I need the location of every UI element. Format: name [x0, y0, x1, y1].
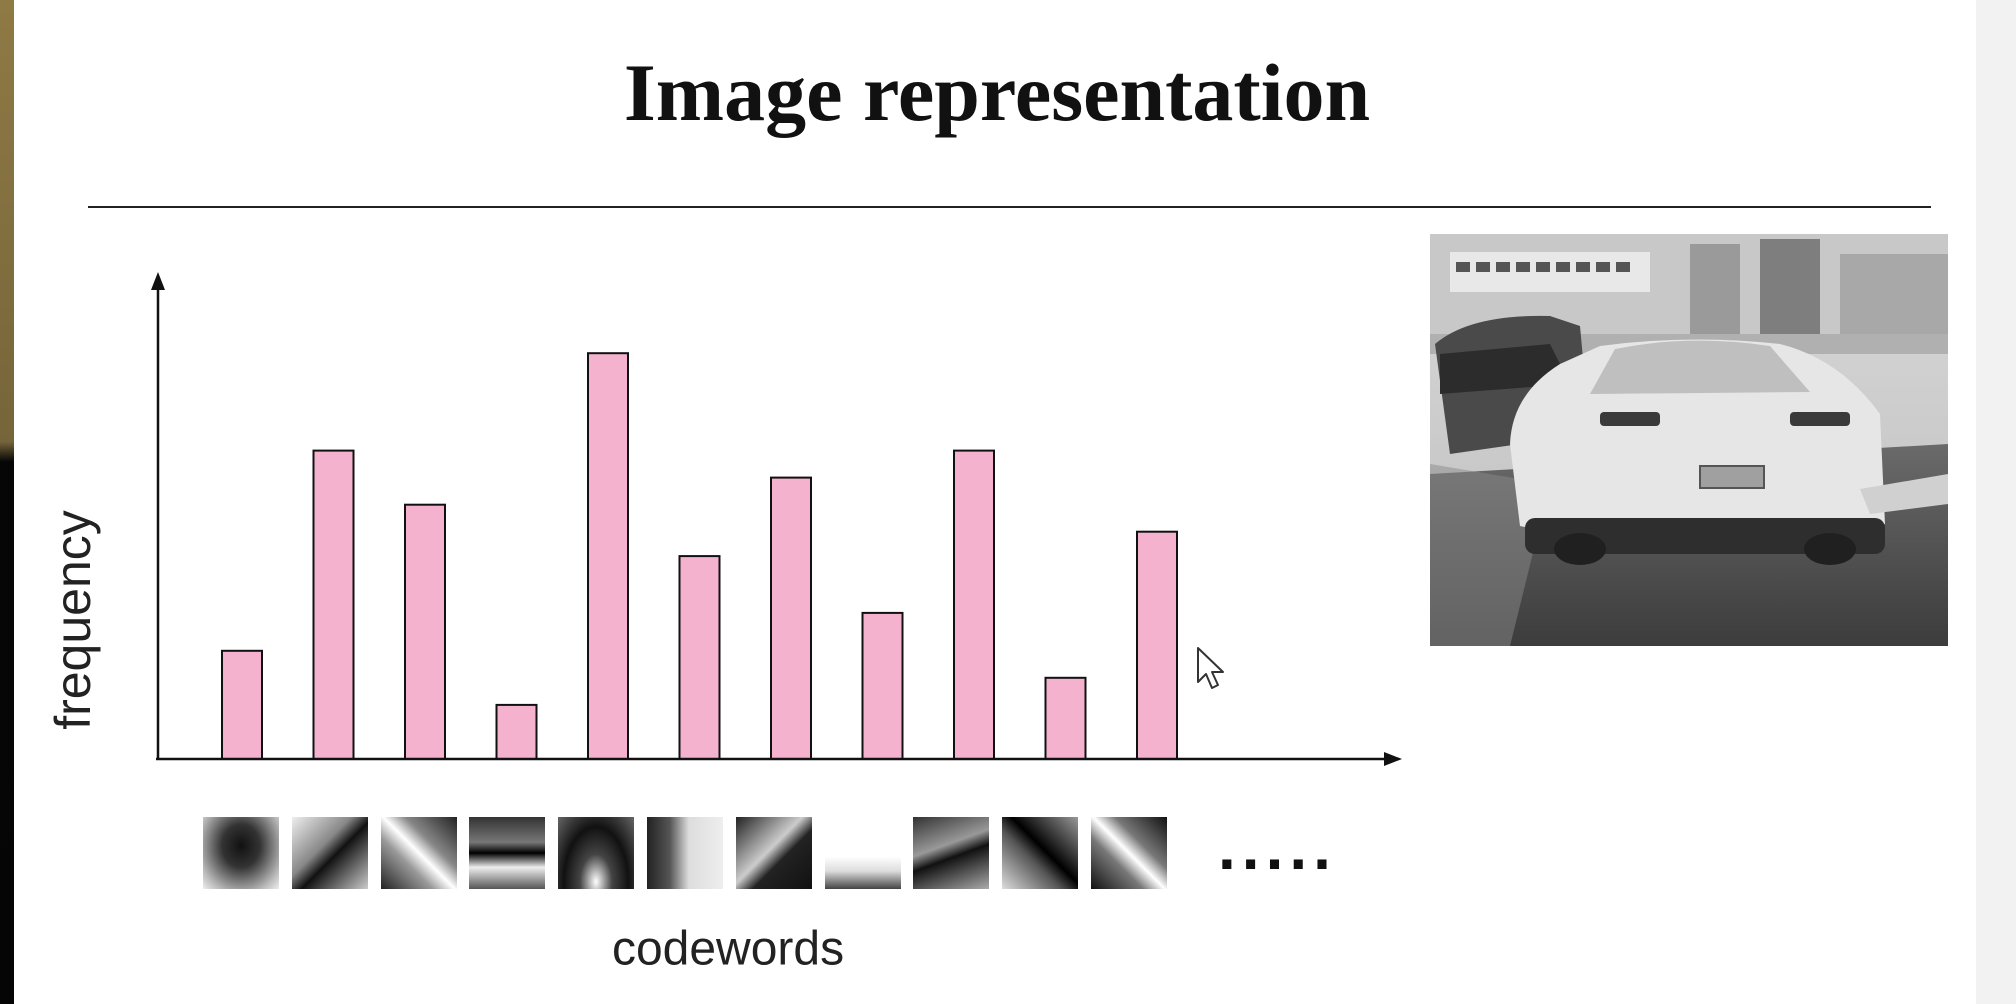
histogram-bar — [1136, 530, 1178, 761]
vertical-edge-patch — [647, 817, 723, 889]
diagonal-dark-patch — [1002, 817, 1079, 889]
car-photo-illustration — [1430, 234, 1948, 646]
dark-band-patch — [913, 817, 990, 889]
histogram-bar — [404, 503, 446, 761]
diagonal-stripe-patch — [380, 817, 457, 889]
left-window-edge — [0, 0, 14, 1004]
title-divider — [88, 206, 1931, 208]
slide-title: Image representation — [623, 47, 1371, 138]
histogram-bar — [861, 611, 904, 761]
car-street-photo — [1430, 234, 1948, 646]
histogram-bar — [953, 449, 995, 760]
horizontal-bar-patch — [469, 817, 546, 889]
histogram-bar — [1044, 676, 1087, 760]
diagonal-edge-patch — [291, 817, 368, 889]
x-axis-continuation-ellipsis: ..... — [1218, 811, 1337, 883]
histogram-bar — [495, 703, 538, 761]
right-window-edge — [1976, 0, 2016, 1004]
bright-corner-patch — [824, 817, 901, 889]
diagonal-light-patch — [735, 817, 812, 889]
mouse-pointer-icon — [1197, 647, 1224, 689]
histogram-bar — [312, 449, 355, 760]
y-axis-arrowhead — [151, 272, 165, 290]
cross-diagonal-patch — [1091, 817, 1167, 889]
histogram-bar — [221, 649, 263, 760]
x-axis-label: codewords — [611, 922, 845, 976]
histogram-bar — [678, 555, 721, 760]
y-axis-label: frequency — [45, 510, 101, 730]
histogram-bar — [587, 352, 629, 760]
dark-peak-patch — [558, 817, 635, 889]
histogram-bar — [770, 476, 812, 760]
x-axis-arrowhead — [1384, 752, 1402, 766]
dark-wedge-patch — [203, 817, 279, 889]
